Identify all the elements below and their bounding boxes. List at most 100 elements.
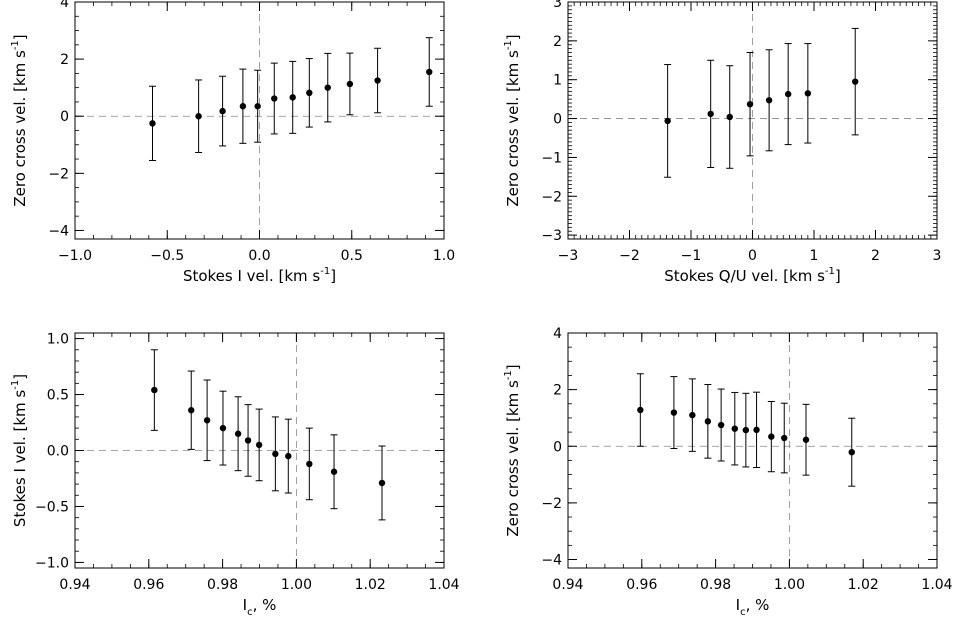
y-tick-label-text: 2 bbox=[553, 34, 562, 50]
x-tick-label: 1.0 bbox=[433, 248, 455, 264]
x-tick-label-text: 0.96 bbox=[626, 577, 657, 593]
x-tick-label-text: 1.00 bbox=[281, 577, 312, 593]
data-point-group bbox=[780, 402, 788, 474]
data-point-group bbox=[746, 52, 754, 157]
y-tick-label: 0 bbox=[553, 439, 562, 455]
x-tick-label-text: 0.98 bbox=[207, 577, 238, 593]
y-axis-label-end: ] bbox=[504, 364, 522, 370]
y-tick-label-text: −2 bbox=[48, 166, 69, 182]
data-point bbox=[254, 103, 261, 110]
y-tick-label: 4 bbox=[60, 0, 69, 11]
y-axis-label-text: Stokes I vel. [km s bbox=[11, 390, 29, 527]
x-tick-label: 0.94 bbox=[59, 577, 90, 593]
x-tick-label-text: −3 bbox=[558, 248, 579, 264]
x-axis-label-end: , % bbox=[746, 596, 770, 614]
data-point-group bbox=[636, 373, 644, 447]
y-tick-label: 0 bbox=[553, 112, 562, 128]
x-tick-label: 0.98 bbox=[700, 577, 731, 593]
x-tick-label: 3 bbox=[933, 248, 942, 264]
y-tick-label: −2 bbox=[541, 189, 562, 205]
y-axis-label-superscript: -1 bbox=[10, 380, 21, 390]
x-axis-label-end: , % bbox=[253, 596, 277, 614]
data-point bbox=[765, 97, 773, 104]
x-tick-label: 1.04 bbox=[428, 577, 459, 593]
data-point-group bbox=[670, 376, 678, 450]
data-point bbox=[244, 437, 252, 444]
data-point bbox=[239, 103, 247, 110]
data-point-group bbox=[187, 370, 195, 450]
data-point bbox=[378, 479, 386, 487]
x-tick-label: 1.02 bbox=[355, 577, 386, 593]
x-tick-label-text: 1.02 bbox=[355, 577, 386, 593]
x-axis-label-subscript: c bbox=[247, 607, 253, 618]
data-point bbox=[804, 90, 812, 97]
y-tick-label: −2 bbox=[541, 496, 562, 512]
x-axis-label-superscript: -1 bbox=[825, 266, 835, 277]
data-point-group bbox=[851, 27, 859, 136]
x-tick-label: 1.00 bbox=[281, 577, 312, 593]
x-tick-label-text: −1 bbox=[681, 248, 702, 264]
data-point-group bbox=[239, 68, 247, 144]
x-tick-label-text: 2 bbox=[871, 248, 880, 264]
y-tick-label: 2 bbox=[553, 34, 562, 50]
y-tick-label: 2 bbox=[553, 383, 562, 399]
data-point-group bbox=[195, 79, 203, 153]
x-tick-label: −1.0 bbox=[58, 248, 92, 264]
data-point bbox=[285, 452, 292, 460]
x-tick-label-text: 1.0 bbox=[433, 248, 455, 264]
data-point bbox=[664, 117, 671, 125]
y-tick-label-text: 2 bbox=[60, 52, 69, 68]
x-tick-label-text: 1.04 bbox=[921, 577, 952, 593]
y-tick-label: 0.0 bbox=[47, 444, 69, 460]
data-point bbox=[324, 84, 331, 91]
x-tick-label: 0 bbox=[748, 248, 757, 264]
chart-panel-2: −3 −2 −1 0 1 2 3 −3 −2 −1 0 1 2 3 Stokes Q/U vel. [km … bbox=[503, 0, 941, 285]
y-tick-label: −1.0 bbox=[35, 555, 69, 571]
data-point bbox=[848, 448, 855, 456]
data-point bbox=[255, 441, 263, 449]
data-point bbox=[707, 110, 714, 118]
data-point bbox=[374, 77, 381, 84]
data-point-group bbox=[707, 59, 715, 169]
x-tick-label-text: 0.5 bbox=[341, 248, 363, 264]
x-tick-label: 1.04 bbox=[921, 577, 952, 593]
data-point-group bbox=[346, 52, 354, 116]
y-tick-label: 3 bbox=[553, 0, 562, 11]
y-tick-label: 0.5 bbox=[47, 388, 69, 404]
data-point-group bbox=[244, 404, 252, 477]
y-tick-label: −3 bbox=[541, 228, 562, 244]
y-tick-label-text: −2 bbox=[541, 496, 562, 512]
data-point bbox=[195, 113, 202, 120]
data-point bbox=[768, 433, 775, 440]
data-point bbox=[219, 107, 226, 115]
y-axis-label-text: Zero cross vel. [km s bbox=[504, 50, 522, 207]
x-tick-label: −1 bbox=[681, 248, 702, 264]
data-point bbox=[346, 80, 354, 88]
plot-frame bbox=[567, 1, 938, 240]
x-tick-label-text: −2 bbox=[619, 248, 640, 264]
data-point-group bbox=[717, 388, 725, 462]
x-axis-label-end: ] bbox=[835, 267, 841, 285]
data-point bbox=[272, 450, 279, 458]
y-axis-label-superscript: -1 bbox=[503, 370, 514, 380]
y-tick-label-text: −2 bbox=[541, 189, 562, 205]
data-point-group bbox=[374, 47, 382, 114]
x-axis-label: Stokes Q/U vel. [km s-1] bbox=[664, 266, 841, 285]
y-tick-label-text: 0 bbox=[553, 439, 562, 455]
data-point bbox=[717, 421, 725, 429]
data-point-group bbox=[219, 390, 227, 466]
data-point bbox=[742, 426, 750, 434]
x-tick-label-text: 0.0 bbox=[248, 248, 270, 264]
y-tick-label: −1 bbox=[541, 150, 562, 166]
data-point bbox=[426, 68, 433, 76]
data-point-group bbox=[767, 401, 775, 473]
data-point bbox=[188, 407, 195, 414]
y-tick-label-text: −1 bbox=[541, 150, 562, 166]
data-point bbox=[784, 90, 792, 98]
x-tick-label: 0.98 bbox=[207, 577, 238, 593]
x-tick-label-text: 1.00 bbox=[774, 577, 805, 593]
y-tick-label-text: −0.5 bbox=[35, 499, 69, 515]
data-point bbox=[289, 94, 296, 101]
data-point-group bbox=[848, 417, 856, 487]
data-point-group bbox=[731, 391, 739, 466]
